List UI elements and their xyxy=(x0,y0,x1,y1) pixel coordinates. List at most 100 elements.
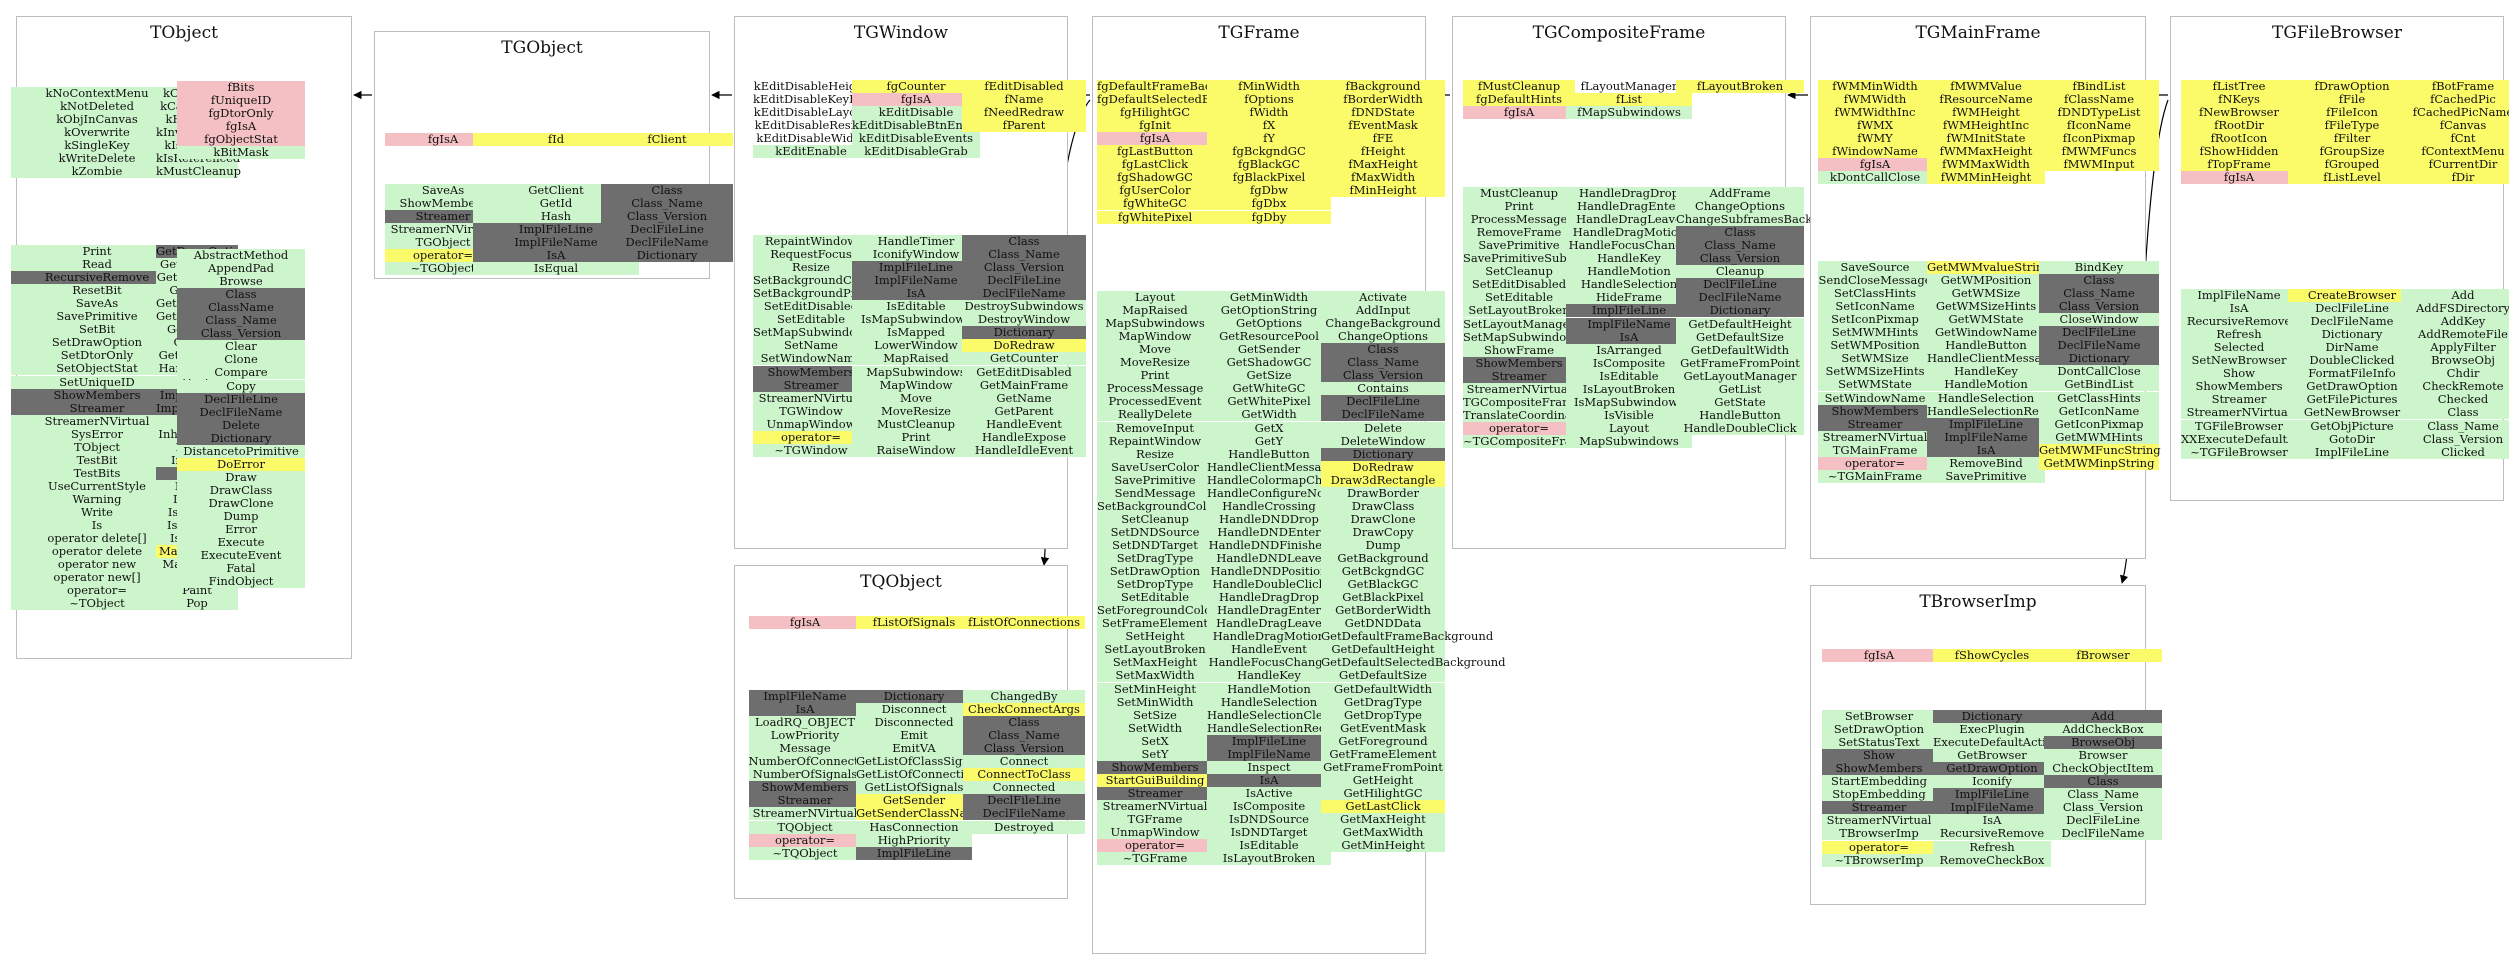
member-tgcompositeframe-showframe: ShowFrame xyxy=(1463,343,1575,357)
member-tobject-tobject: ~TObject xyxy=(11,597,183,611)
member-tgframe-fy: fY xyxy=(1207,132,1331,146)
member-tgmainframe-geticonname: GetIconName xyxy=(2039,404,2159,418)
member-tqobject-getsender: GetSender xyxy=(856,794,972,808)
member-tgframe-geteventmask: GetEventMask xyxy=(1321,721,1445,735)
member-tgcompositeframe-mustcleanup: MustCleanup xyxy=(1463,187,1575,200)
member-tgframe-handlemotion: HandleMotion xyxy=(1207,682,1331,696)
member-tgfilebrowser-class: Class xyxy=(2401,406,2509,420)
member-tgcompositeframe-handledragmotion: HandleDragMotion xyxy=(1566,226,1692,240)
member-tobject-copy: Copy xyxy=(177,379,305,393)
member-tobject-setdrawoption: SetDrawOption xyxy=(11,336,183,350)
member-tgcompositeframe-fgisa: fgIsA xyxy=(1463,106,1575,120)
member-tgfilebrowser-fgrouped: fGrouped xyxy=(2288,158,2416,172)
member-tgframe-fgusercolor: fgUserColor xyxy=(1097,184,1213,198)
member-tbrowserimp-showmembers: ShowMembers xyxy=(1822,762,1936,776)
member-tobject-kwritedelete: kWriteDelete xyxy=(11,152,183,166)
member-tgframe-getoptionstring: GetOptionString xyxy=(1207,304,1331,318)
member-tgobject-getid: GetId xyxy=(473,197,639,211)
member-tgcompositeframe-handlebutton: HandleButton xyxy=(1676,408,1804,422)
member-tgwindow-getmainframe: GetMainFrame xyxy=(962,378,1086,392)
member-tgframe-fdndstate: fDNDState xyxy=(1321,106,1445,120)
member-tgwindow-mapraised: MapRaised xyxy=(852,352,980,366)
member-tgobject-class: Class xyxy=(601,184,733,197)
member-tqobject-message: Message xyxy=(748,742,862,756)
member-tgframe-gethilightgc: GetHilightGC xyxy=(1321,786,1445,800)
member-tgfilebrowser-clicked: Clicked xyxy=(2401,445,2509,459)
member-tgframe-draw3drectangle: Draw3dRectangle xyxy=(1321,473,1445,487)
member-tgcompositeframe-class-name: Class_Name xyxy=(1676,239,1804,253)
member-tgobject-class-name: Class_Name xyxy=(601,197,733,211)
member-tbrowserimp-getbrowser: GetBrowser xyxy=(1933,749,2051,763)
member-tqobject-flistofsignals: fListOfSignals xyxy=(856,616,972,629)
member-tobject-print: Print xyxy=(11,245,183,258)
member-tgframe-deletewindow: DeleteWindow xyxy=(1321,434,1445,448)
member-tgframe-getdragtype: GetDragType xyxy=(1321,695,1445,709)
member-tqobject-numberofconnections: NumberOfConnections xyxy=(748,754,883,769)
member-tobject-operator-delete: operator delete xyxy=(11,545,183,559)
member-tgobject-isequal: IsEqual xyxy=(473,262,639,276)
member-tgcompositeframe-handlemotion: HandleMotion xyxy=(1566,265,1692,279)
member-tbrowserimp-setbrowser: SetBrowser xyxy=(1822,710,1936,723)
member-tgfilebrowser-doubleclicked: DoubleClicked xyxy=(2288,354,2416,368)
member-tbrowserimp-implfileline: ImplFileLine xyxy=(1933,788,2051,802)
member-tbrowserimp-checkobjectitem: CheckObjectItem xyxy=(2044,762,2162,776)
member-tgobject-operator: operator= xyxy=(385,249,501,263)
member-tgframe-getbckgndgc: GetBckgndGC xyxy=(1321,565,1445,579)
member-tqobject-class-name: Class_Name xyxy=(963,729,1085,743)
member-tgwindow-streamernvirtual: StreamerNVirtual xyxy=(753,391,869,405)
member-tgframe-setdroptype: SetDropType xyxy=(1097,578,1213,592)
member-tgframe-islayoutbroken: IsLayoutBroken xyxy=(1207,852,1331,866)
member-tgframe-move: Move xyxy=(1097,343,1213,357)
member-tgcompositeframe-streamer: Streamer xyxy=(1463,369,1575,383)
member-tgfilebrowser-flistlevel: fListLevel xyxy=(2288,171,2416,185)
class-box-tgwindow: TGWindow kEditDisableHeight kEditDisableK… xyxy=(734,16,1086,549)
member-tgframe-addinput: AddInput xyxy=(1321,304,1445,318)
member-tgcompositeframe-getlayoutmanager: GetLayoutManager xyxy=(1676,369,1804,383)
member-tgwindow-implfileline: ImplFileLine xyxy=(852,261,980,275)
member-tgframe-handlednddrop: HandleDNDDrop xyxy=(1207,512,1331,526)
member-tgframe-implfilename: ImplFileName xyxy=(1207,747,1331,761)
member-tgfilebrowser-flisttree: fListTree xyxy=(2181,80,2297,93)
member-tgframe-handledragdrop: HandleDragDrop xyxy=(1207,591,1331,605)
member-tqobject-class: Class xyxy=(963,716,1085,730)
member-tbrowserimp-show: Show xyxy=(1822,749,1936,763)
member-tgframe-class: Class xyxy=(1321,343,1445,357)
member-tbrowserimp-tbrowserimp: ~TBrowserImp xyxy=(1822,853,1936,867)
member-tgwindow-tgwindow: ~TGWindow xyxy=(753,443,869,457)
member-tgwindow-handleevent: HandleEvent xyxy=(962,417,1086,431)
member-tgmainframe-class: Class xyxy=(2039,274,2159,288)
member-tobject-error: Error xyxy=(177,523,305,537)
member-tgcompositeframe-tgcompositeframe: ~TGCompositeFrame xyxy=(1463,433,1590,448)
member-tgframe-doredraw: DoRedraw xyxy=(1321,460,1445,474)
member-tgframe-fgblackpixel: fgBlackPixel xyxy=(1207,171,1331,185)
member-tgframe-layout: Layout xyxy=(1097,291,1213,304)
member-tgfilebrowser-streamer: Streamer xyxy=(2181,393,2297,407)
member-tbrowserimp-setdrawoption: SetDrawOption xyxy=(1822,723,1936,737)
member-tgwindow-operator: operator= xyxy=(753,430,869,444)
member-tobject-operator-new: operator new[] xyxy=(11,571,183,585)
member-tgframe-setlayoutbroken: SetLayoutBroken xyxy=(1097,643,1213,657)
member-tgframe-getwidth: GetWidth xyxy=(1207,408,1331,422)
member-tgmainframe-fmwminput: fMWMInput xyxy=(2039,158,2159,172)
member-tgframe-feventmask: fEventMask xyxy=(1321,119,1445,133)
member-tgmainframe-dontcallclose: DontCallClose xyxy=(2039,365,2159,379)
member-tbrowserimp-executedefaultaction: ExecuteDefaultAction xyxy=(1933,735,2061,750)
member-tgwindow-keditdisablelayout: kEditDisableLayout xyxy=(753,105,869,120)
member-tobject-showmembers: ShowMembers xyxy=(11,388,183,402)
member-tqobject-tqobject: ~TQObject xyxy=(748,846,862,860)
class-box-tobject: TObject kNoContextMenu kNotDeleted kObjInC… xyxy=(11,16,352,659)
class-title-tgwindow: TGWindow xyxy=(853,23,949,43)
member-tgmainframe-getwindowname: GetWindowName xyxy=(1927,326,2045,340)
member-tobject-fgisa: fgIsA xyxy=(177,120,305,134)
member-tgframe-foptions: fOptions xyxy=(1207,93,1331,107)
member-tgmainframe-getwmstate: GetWMState xyxy=(1927,313,2045,327)
member-tobject-streamernvirtual: StreamerNVirtual xyxy=(11,414,183,428)
member-tgfilebrowser-fdrawoption: fDrawOption xyxy=(2288,80,2416,93)
member-tgfilebrowser-fcurrentdir: fCurrentDir xyxy=(2401,158,2509,172)
member-tqobject-tqobject: TQObject xyxy=(748,820,862,834)
member-tgfilebrowser-fcontextmenu: fContextMenu xyxy=(2401,145,2509,159)
member-tgframe-getforeground: GetForeground xyxy=(1321,734,1445,748)
member-tgmainframe-fclassname: fClassName xyxy=(2039,93,2159,107)
member-tgmainframe-fwmwidth: fWMWidth xyxy=(1818,93,1932,107)
member-tgframe-fgdbx: fgDbx xyxy=(1207,197,1331,211)
